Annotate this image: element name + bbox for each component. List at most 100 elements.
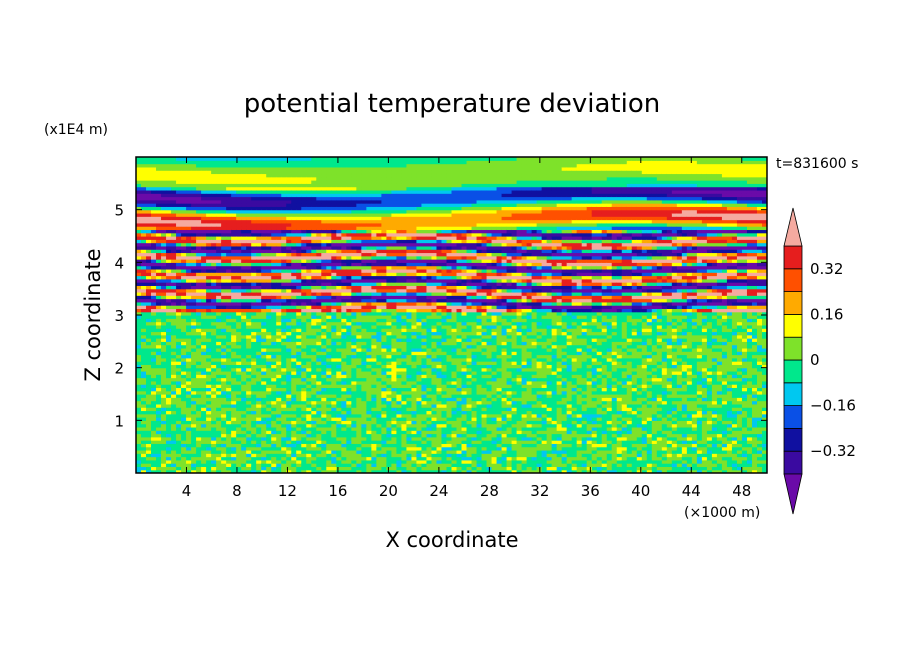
heatmap-cell [326,453,332,458]
heatmap-cell [336,318,342,323]
heatmap-cell [166,180,172,184]
heatmap-cell [311,331,317,336]
heatmap-cell [166,417,172,421]
heatmap-cell [151,285,157,290]
heatmap-cell [346,397,352,402]
heatmap-cell [311,347,317,352]
heatmap-cell [321,259,327,263]
heatmap-cell [161,285,167,290]
heatmap-cell [271,259,277,263]
heatmap-cell [216,176,222,181]
heatmap-cell [236,390,242,395]
heatmap-cell [201,278,207,283]
heatmap-cell [311,160,317,165]
heatmap-cell [231,268,237,273]
heatmap-cell [336,407,342,412]
heatmap-cell [271,387,277,392]
heatmap-cell [141,282,147,286]
heatmap-cell [166,259,172,263]
heatmap-cell [281,226,287,231]
heatmap-cell [341,222,347,227]
heatmap-cell [266,456,272,461]
heatmap-cell [271,268,277,273]
heatmap-cell [151,183,157,188]
heatmap-cell [281,180,287,184]
heatmap-cell [191,380,197,385]
heatmap-cell [171,311,177,316]
heatmap-cell [301,433,307,438]
heatmap-cell [236,219,242,224]
heatmap-cell [301,456,307,461]
heatmap-cell [211,469,217,473]
heatmap-cell [171,324,177,329]
heatmap-cell [156,255,162,260]
heatmap-cell [236,397,242,402]
heatmap-cell [221,265,227,270]
heatmap-cell [301,463,307,468]
heatmap-cell [301,331,307,336]
heatmap-cell [201,334,207,339]
heatmap-cell [281,410,287,415]
heatmap-cell [196,242,202,247]
heatmap-cell [221,268,227,273]
heatmap-cell [231,311,237,316]
heatmap-cell [301,430,307,435]
heatmap-cell [201,268,207,273]
heatmap-cell [191,285,197,290]
heatmap-cell [151,338,157,342]
heatmap-cell [161,272,167,277]
heatmap-cell [251,301,257,306]
heatmap-cell [186,328,192,333]
heatmap-cell [306,249,312,254]
heatmap-cell [146,394,152,398]
heatmap-cell [286,397,292,402]
heatmap-cell [331,311,337,316]
heatmap-cell [341,453,347,458]
heatmap-cell [256,265,262,270]
heatmap-cell [256,377,262,382]
heatmap-cell [326,259,332,263]
heatmap-cell [321,377,327,382]
heatmap-cell [346,186,352,191]
heatmap-cell [336,324,342,329]
heatmap-cell [186,433,192,438]
heatmap-cell [186,245,192,250]
heatmap-cell [301,239,307,244]
heatmap-cell [186,170,192,175]
heatmap-cell [316,209,322,214]
heatmap-cell [316,203,322,207]
heatmap-cell [331,176,337,181]
heatmap-cell [346,367,352,372]
heatmap-cell [256,157,262,161]
heatmap-cell [216,157,222,161]
heatmap-cell [336,203,342,207]
heatmap-cell [291,380,297,385]
heatmap-cell [211,459,217,464]
heatmap-cell [321,453,327,458]
heatmap-cell [266,341,272,346]
heatmap-cell [326,440,332,444]
heatmap-cell [206,232,212,237]
heatmap-cell [136,259,142,263]
heatmap-cell [321,203,327,207]
heatmap-cell [296,278,302,283]
heatmap-cell [286,166,292,171]
heatmap-cell [296,305,302,310]
heatmap-cell [261,423,267,428]
heatmap-cell [281,249,287,254]
heatmap-cell [196,453,202,458]
heatmap-cell [236,282,242,286]
heatmap-cell [326,272,332,277]
heatmap-cell [156,275,162,280]
heatmap-cell [331,265,337,270]
heatmap-cell [141,374,147,379]
heatmap-cell [256,347,262,352]
heatmap-cell [216,347,222,352]
heatmap-cell [341,341,347,346]
heatmap-cell [216,449,222,454]
heatmap-cell [196,397,202,402]
heatmap-cell [141,275,147,280]
heatmap-cell [311,466,317,471]
heatmap-cell [156,291,162,296]
heatmap-cell [311,265,317,270]
